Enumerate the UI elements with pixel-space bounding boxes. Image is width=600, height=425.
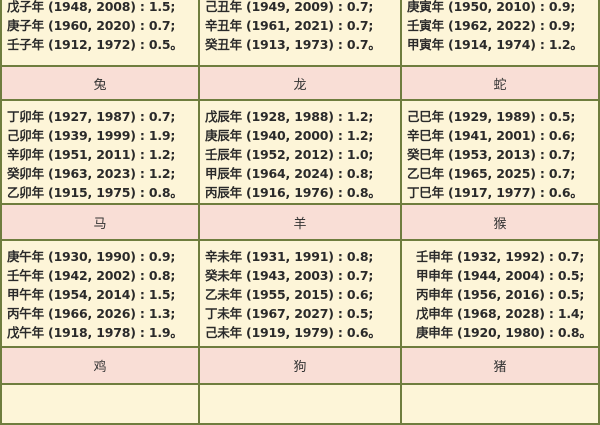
entry: 壬辰年 (1952, 2012) : 1.0;: [205, 147, 374, 162]
data-row-rat-ox-tiger: 戊子年 (1948, 2008) : 1.5; 庚子年 (1960, 2020)…: [0, 0, 600, 67]
entry: 己未年 (1919, 1979) : 0.6。: [205, 325, 381, 340]
entry: 庚寅年 (1950, 2010) : 0.9;: [407, 0, 576, 14]
header-horse: 马: [0, 205, 200, 241]
entry: 乙巳年 (1965, 2025) : 0.7;: [407, 166, 576, 181]
entry: 壬寅年 (1962, 2022) : 0.9;: [407, 18, 576, 33]
header-rabbit: 兔: [0, 67, 200, 101]
entry: 丁未年 (1967, 2027) : 0.5;: [205, 306, 374, 321]
cell-goat: 辛未年 (1931, 1991) : 0.8; 癸未年 (1943, 2003)…: [200, 241, 402, 348]
entry: 丙申年 (1956, 2016) : 0.5;: [416, 287, 585, 302]
entry: 甲申年 (1944, 2004) : 0.5;: [416, 268, 585, 283]
entry: 戊申年 (1968, 2028) : 1.4;: [416, 306, 585, 321]
entry: 甲寅年 (1914, 1974) : 1.2。: [407, 37, 583, 52]
header-pig: 猪: [402, 348, 600, 385]
header-rooster: 鸡: [0, 348, 200, 385]
entry: 丙辰年 (1916, 1976) : 0.8。: [205, 185, 381, 200]
entry: 癸卯年 (1963, 2023) : 1.2;: [7, 166, 176, 181]
entry: 丁巳年 (1917, 1977) : 0.6。: [407, 185, 583, 200]
cell-rabbit: 丁卯年 (1927, 1987) : 0.7; 己卯年 (1939, 1999)…: [0, 101, 200, 205]
entry: 己丑年 (1949, 2009) : 0.7;: [205, 0, 374, 14]
entry: 庚申年 (1920, 1980) : 0.8。: [416, 325, 592, 340]
entry: 戊午年 (1918, 1978) : 1.9。: [7, 325, 183, 340]
entry: 庚辰年 (1940, 2000) : 1.2;: [205, 128, 374, 143]
entry: 己卯年 (1939, 1999) : 1.9;: [7, 128, 176, 143]
header-dog: 狗: [200, 348, 402, 385]
entry: 癸丑年 (1913, 1973) : 0.7。: [205, 37, 381, 52]
header-row: 兔 龙 蛇: [0, 67, 600, 101]
entry: 壬申年 (1932, 1992) : 0.7;: [416, 249, 585, 264]
header-row: 鸡 狗 猪: [0, 348, 600, 385]
entry: 甲辰年 (1964, 2024) : 0.8;: [205, 166, 374, 181]
entry: 癸未年 (1943, 2003) : 0.7;: [205, 268, 374, 283]
entry: 辛卯年 (1951, 2011) : 1.2;: [7, 147, 176, 162]
data-row-partial: [0, 385, 600, 425]
entry: 辛丑年 (1961, 2021) : 0.7;: [205, 18, 374, 33]
entry: 癸巳年 (1953, 2013) : 0.7;: [407, 147, 576, 162]
header-row: 马 羊 猴: [0, 205, 600, 241]
cell-snake: 己巳年 (1929, 1989) : 0.5; 辛巳年 (1941, 2001)…: [402, 101, 600, 205]
entry: 庚午年 (1930, 1990) : 0.9;: [7, 249, 176, 264]
entry: 丁卯年 (1927, 1987) : 0.7;: [7, 109, 176, 124]
entry: 己巳年 (1929, 1989) : 0.5;: [407, 109, 576, 124]
entry: 壬子年 (1912, 1972) : 0.5。: [7, 37, 183, 52]
cell-rooster: [0, 385, 200, 425]
header-goat: 羊: [200, 205, 402, 241]
entry: 辛未年 (1931, 1991) : 0.8;: [205, 249, 374, 264]
cell-tiger: 庚寅年 (1950, 2010) : 0.9; 壬寅年 (1962, 2022)…: [402, 0, 600, 67]
header-snake: 蛇: [402, 67, 600, 101]
cell-ox: 己丑年 (1949, 2009) : 0.7; 辛丑年 (1961, 2021)…: [200, 0, 402, 67]
entry: 丙午年 (1966, 2026) : 1.3;: [7, 306, 176, 321]
entry: 甲午年 (1954, 2014) : 1.5;: [7, 287, 176, 302]
cell-rat: 戊子年 (1948, 2008) : 1.5; 庚子年 (1960, 2020)…: [0, 0, 200, 67]
data-row: 丁卯年 (1927, 1987) : 0.7; 己卯年 (1939, 1999)…: [0, 101, 600, 205]
entry: 庚子年 (1960, 2020) : 0.7;: [7, 18, 176, 33]
cell-dragon: 戊辰年 (1928, 1988) : 1.2; 庚辰年 (1940, 2000)…: [200, 101, 402, 205]
header-dragon: 龙: [200, 67, 402, 101]
cell-dog: [200, 385, 402, 425]
entry: 乙未年 (1955, 2015) : 0.6;: [205, 287, 374, 302]
entry: 戊辰年 (1928, 1988) : 1.2;: [205, 109, 374, 124]
entry: 乙卯年 (1915, 1975) : 0.8。: [7, 185, 183, 200]
cell-monkey: 壬申年 (1932, 1992) : 0.7; 甲申年 (1944, 2004)…: [402, 241, 600, 348]
entry: 壬午年 (1942, 2002) : 0.8;: [7, 268, 176, 283]
entry: 辛巳年 (1941, 2001) : 0.6;: [407, 128, 576, 143]
data-row: 庚午年 (1930, 1990) : 0.9; 壬午年 (1942, 2002)…: [0, 241, 600, 348]
header-monkey: 猴: [402, 205, 600, 241]
cell-pig: [402, 385, 600, 425]
entry: 戊子年 (1948, 2008) : 1.5;: [7, 0, 176, 14]
cell-horse: 庚午年 (1930, 1990) : 0.9; 壬午年 (1942, 2002)…: [0, 241, 200, 348]
